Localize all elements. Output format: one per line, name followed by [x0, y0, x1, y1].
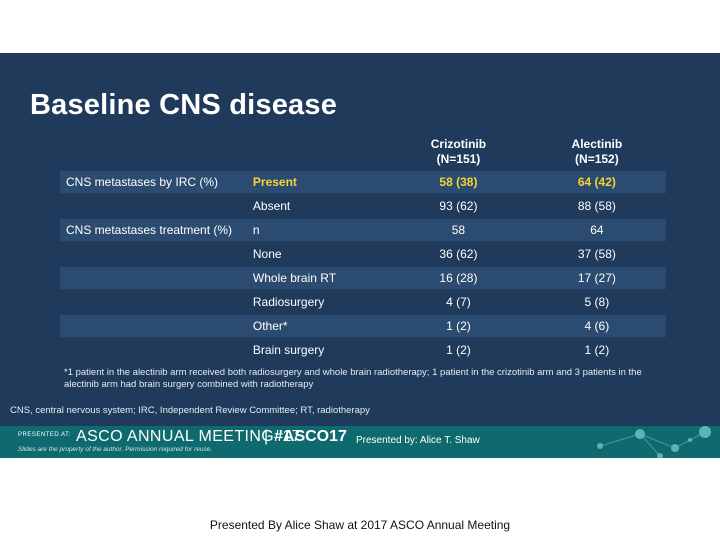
row-label: Brain surgery: [252, 343, 325, 357]
row-category: [60, 291, 247, 313]
row-crizotinib-value: 16 (28): [389, 267, 528, 289]
row-crizotinib-value: 58 (38): [389, 171, 528, 193]
row-alectinib-value: 37 (58): [577, 247, 616, 261]
table-row: CNS metastases by IRC (%) Present 58 (38…: [60, 171, 666, 193]
row-crizotinib-value: 1 (2): [446, 343, 471, 357]
row-alectinib-value: 64: [527, 219, 666, 241]
network-dots-icon: [597, 426, 711, 458]
header-blank: [60, 135, 247, 169]
row-label: None: [252, 247, 282, 261]
page-caption: Presented By Alice Shaw at 2017 ASCO Ann…: [209, 518, 511, 532]
row-label: Present: [246, 171, 390, 193]
header-crizotinib-n: (N=151): [436, 152, 481, 166]
banner-separator: |: [264, 428, 269, 445]
disclaimer: Slides are the property of the author. P…: [18, 446, 213, 453]
row-label: Whole brain RT: [246, 267, 390, 289]
presented-at-label: PRESENTED AT:: [18, 432, 71, 438]
abbreviations: CNS, central nervous system; IRC, Indepe…: [10, 405, 370, 416]
row-alectinib-value: 64 (42): [527, 171, 666, 193]
row-label: Absent: [252, 199, 291, 213]
header-blank-2: [247, 135, 389, 169]
row-crizotinib-value: 36 (62): [439, 247, 478, 261]
header-crizotinib: Crizotinib (N=151): [389, 135, 528, 169]
table-header-row: Crizotinib (N=151) Alectinib (N=152): [60, 135, 666, 169]
row-crizotinib-value: 93 (62): [439, 199, 478, 213]
cns-table: Crizotinib (N=151) Alectinib (N=152) CNS…: [60, 133, 666, 363]
row-label: Radiosurgery: [252, 295, 325, 309]
meeting-banner: PRESENTED AT: ASCO ANNUAL MEETING '17 | …: [0, 426, 720, 458]
row-label: n: [246, 219, 390, 241]
row-category: [60, 267, 247, 289]
header-alectinib-n: (N=152): [575, 152, 619, 166]
presenter-name: Presented by: Alice T. Shaw: [356, 435, 480, 446]
meeting-hashtag: #ASCO17: [274, 428, 347, 445]
row-alectinib-value: 1 (2): [584, 343, 610, 357]
row-alectinib-value: 4 (6): [527, 315, 666, 337]
table-row: Radiosurgery 4 (7) 5 (8): [60, 291, 666, 313]
row-alectinib-value: 5 (8): [584, 295, 610, 309]
table-row: Whole brain RT 16 (28) 17 (27): [60, 267, 666, 289]
row-category: CNS metastases treatment (%): [60, 219, 247, 241]
slide-title: Baseline CNS disease: [30, 89, 338, 121]
row-category: CNS metastases by IRC (%): [60, 171, 247, 193]
row-category: [60, 315, 247, 337]
row-alectinib-value: 88 (58): [577, 199, 616, 213]
row-category: [60, 195, 247, 217]
header-crizotinib-name: Crizotinib: [430, 137, 487, 151]
header-alectinib-name: Alectinib: [571, 137, 623, 151]
table-row: Brain surgery 1 (2) 1 (2): [60, 339, 666, 361]
row-crizotinib-value: 58: [389, 219, 528, 241]
row-crizotinib-value: 1 (2): [389, 315, 528, 337]
header-alectinib: Alectinib (N=152): [528, 135, 666, 169]
slide: Baseline CNS disease Crizotinib (N=151) …: [0, 53, 720, 458]
table-row: Absent 93 (62) 88 (58): [60, 195, 666, 217]
table-row: CNS metastases treatment (%) n 58 64: [60, 219, 666, 241]
table-row: Other* 1 (2) 4 (6): [60, 315, 666, 337]
meeting-name: ASCO ANNUAL MEETING '17: [76, 428, 302, 445]
row-category: [60, 339, 247, 361]
row-alectinib-value: 17 (27): [527, 267, 666, 289]
footnote: *1 patient in the alectinib arm received…: [64, 367, 642, 390]
row-label: Other*: [246, 315, 390, 337]
row-category: [60, 243, 247, 265]
table-row: None 36 (62) 37 (58): [60, 243, 666, 265]
row-crizotinib-value: 4 (7): [446, 295, 471, 309]
